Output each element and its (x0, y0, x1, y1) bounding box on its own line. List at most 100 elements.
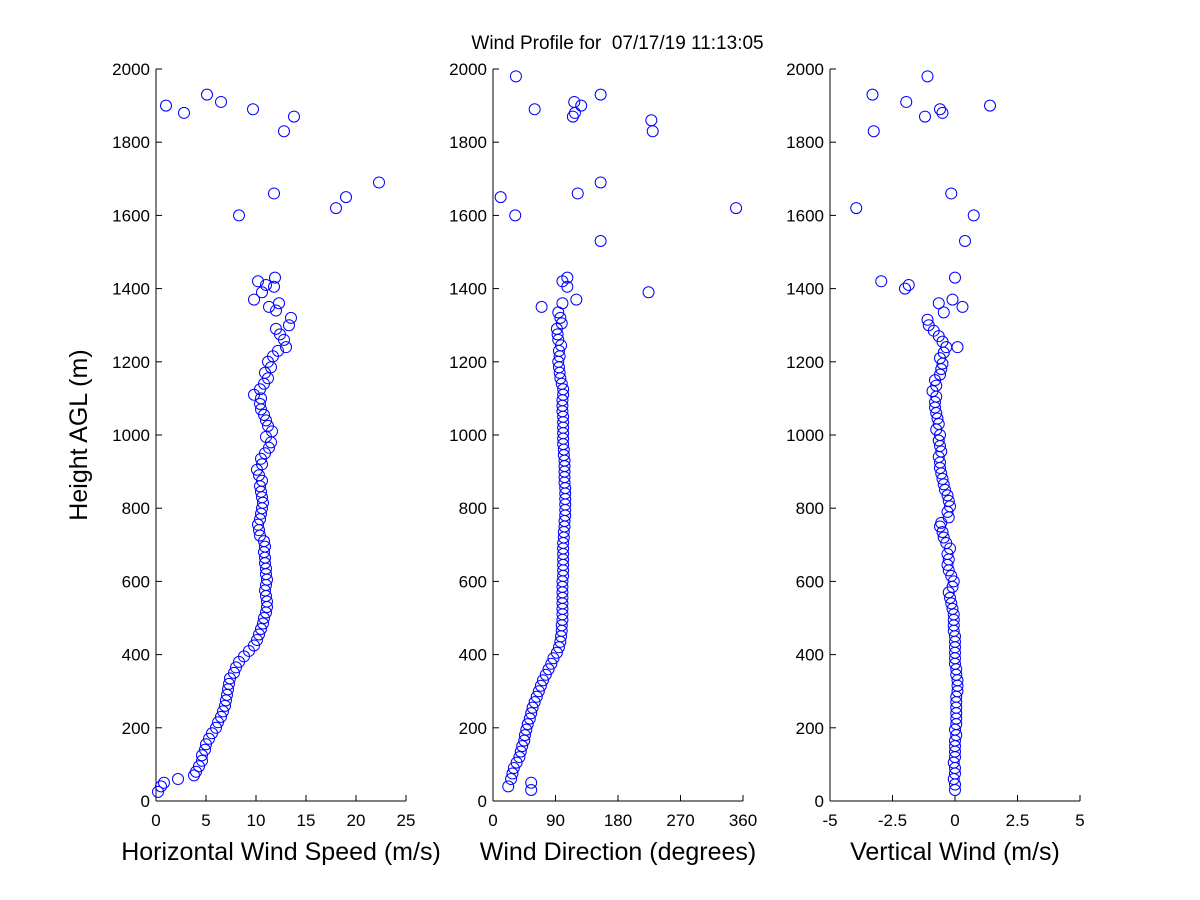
wind-direction-data-point (521, 718, 534, 731)
horizontal-wind-speed-data-point (255, 622, 267, 635)
horizontal-wind-speed-data-point (256, 286, 268, 299)
wind-direction-data-point (530, 690, 543, 703)
horizontal-wind-speed-data-point (269, 271, 281, 284)
vertical-wind-data-point (942, 494, 955, 507)
wind-direction-y-tick-label: 2000 (449, 60, 487, 79)
vertical-wind-data-point (919, 110, 931, 123)
horizontal-wind-speed-x-tick-label: 25 (397, 811, 416, 830)
wind-direction-data-point (509, 70, 522, 83)
vertical-wind-x-tick-label: -5 (822, 811, 837, 830)
horizontal-wind-speed-data-point (288, 110, 300, 123)
wind-direction-x-axis-label: Wind Direction (degrees) (480, 838, 757, 866)
wind-direction-y-tick-label: 1400 (449, 280, 487, 299)
horizontal-wind-speed-data-point (253, 628, 265, 641)
vertical-wind-data-point (956, 300, 969, 313)
wind-direction-data-point (571, 187, 584, 200)
horizontal-wind-speed-x-tick-label: 5 (201, 811, 210, 830)
vertical-wind-data-point (945, 187, 958, 200)
wind-direction-x-tick-label: 90 (546, 811, 565, 830)
vertical-wind-data-point (902, 278, 915, 291)
wind-direction-data-point (535, 300, 548, 313)
wind-direction-data-point (516, 740, 529, 753)
wind-direction-data-point (557, 383, 570, 396)
horizontal-wind-speed-data-point (273, 297, 285, 310)
wind-direction-data-point (594, 176, 607, 189)
horizontal-wind-speed-y-tick-label: 1800 (112, 133, 150, 152)
vertical-wind-data-point (937, 306, 950, 319)
horizontal-wind-speed-data-point (283, 319, 295, 332)
wind-direction-y-tick-label: 1200 (449, 353, 487, 372)
horizontal-wind-speed-data-point (199, 743, 211, 756)
horizontal-wind-speed-data-point (196, 749, 208, 762)
wind-direction-data-point (513, 751, 526, 764)
horizontal-wind-speed-x-tick-label: 15 (297, 811, 316, 830)
wind-direction-data-point (532, 685, 545, 698)
wind-direction-data-point (556, 297, 569, 310)
wind-direction-data-point (646, 125, 659, 138)
vertical-wind-y-tick-label: 1600 (786, 206, 824, 225)
horizontal-wind-speed-y-tick-label: 1400 (112, 280, 150, 299)
wind-direction-data-point (594, 88, 607, 101)
horizontal-wind-speed-data-point (252, 518, 264, 531)
vertical-wind-x-tick-label: 0 (950, 811, 959, 830)
horizontal-wind-speed-data-point (172, 773, 184, 786)
wind-direction-data-point (494, 191, 507, 204)
vertical-wind-data-point (941, 489, 954, 502)
horizontal-wind-speed-data-point (160, 99, 172, 112)
wind-direction-data-point (510, 756, 523, 769)
horizontal-wind-speed-data-point (210, 721, 222, 734)
vertical-wind-y-tick-label: 800 (796, 499, 824, 518)
horizontal-wind-speed-data-point (212, 716, 224, 729)
wind-direction-data-point (568, 106, 581, 119)
horizontal-wind-speed-data-point (268, 187, 280, 200)
wind-direction-data-point (509, 209, 522, 222)
vertical-wind-data-point (930, 379, 943, 392)
horizontal-wind-speed-y-axis-label: Height AGL (m) (65, 349, 93, 520)
vertical-wind-data-point (984, 99, 996, 112)
wind-direction-y-tick-label: 1000 (449, 426, 487, 445)
horizontal-wind-speed-data-point (228, 666, 240, 679)
horizontal-wind-speed-data-point (201, 88, 213, 101)
vertical-wind-data-point (951, 341, 964, 354)
horizontal-wind-speed-y-tick-label: 400 (122, 646, 150, 665)
vertical-wind-data-point (944, 591, 956, 604)
horizontal-wind-speed-y-tick-label: 800 (122, 499, 150, 518)
vertical-wind-data-point (946, 602, 959, 615)
vertical-wind-y-tick-label: 1400 (786, 280, 824, 299)
horizontal-wind-speed-panel: 0 200 400 600 800 1000 1200 1400 1600 1800 2000 0 5 1… (65, 60, 441, 866)
horizontal-wind-speed-data-point (247, 103, 259, 116)
wind-direction-data-point (525, 707, 538, 720)
wind-direction-data-point (520, 723, 533, 736)
horizontal-wind-speed-data-point (270, 322, 282, 335)
vertical-wind-x-tick-label: -2.5 (878, 811, 907, 830)
vertical-wind-y-tick-label: 600 (796, 572, 824, 591)
horizontal-wind-speed-data-point (233, 209, 245, 222)
vertical-wind-data-point (900, 95, 913, 108)
vertical-wind-data-point (936, 525, 949, 538)
horizontal-wind-speed-x-tick-label: 10 (247, 811, 266, 830)
wind-direction-y-tick-label: 200 (459, 719, 487, 738)
horizontal-wind-speed-y-tick-label: 0 (141, 792, 150, 811)
vertical-wind-data-point (932, 418, 945, 431)
wind-direction-y-tick-label: 600 (459, 572, 487, 591)
wind-direction-data-point (542, 663, 555, 676)
vertical-wind-data-point (967, 209, 980, 222)
wind-direction-data-point (545, 657, 558, 670)
horizontal-wind-speed-data-point (256, 458, 268, 471)
horizontal-wind-speed-data-point (268, 280, 280, 293)
wind-direction-data-point (539, 668, 552, 681)
vertical-wind-x-tick-label: 2.5 (1006, 811, 1030, 830)
vertical-wind-data-point (947, 575, 960, 588)
horizontal-wind-speed-data-point (155, 780, 167, 793)
horizontal-wind-speed-data-point (190, 765, 202, 778)
horizontal-wind-speed-y-tick-label: 1000 (112, 426, 150, 445)
vertical-wind-data-point (899, 282, 911, 295)
vertical-wind-y-tick-label: 1000 (786, 426, 824, 445)
horizontal-wind-speed-data-point (280, 341, 292, 354)
vertical-wind-data-point (944, 500, 956, 513)
vertical-wind-y-tick-label: 1200 (786, 353, 824, 372)
vertical-wind-x-axis-label: Vertical Wind (m/s) (850, 838, 1060, 866)
vertical-wind-y-tick-label: 0 (815, 792, 824, 811)
wind-direction-data-point (594, 235, 607, 248)
vertical-wind-data-point (932, 297, 945, 310)
